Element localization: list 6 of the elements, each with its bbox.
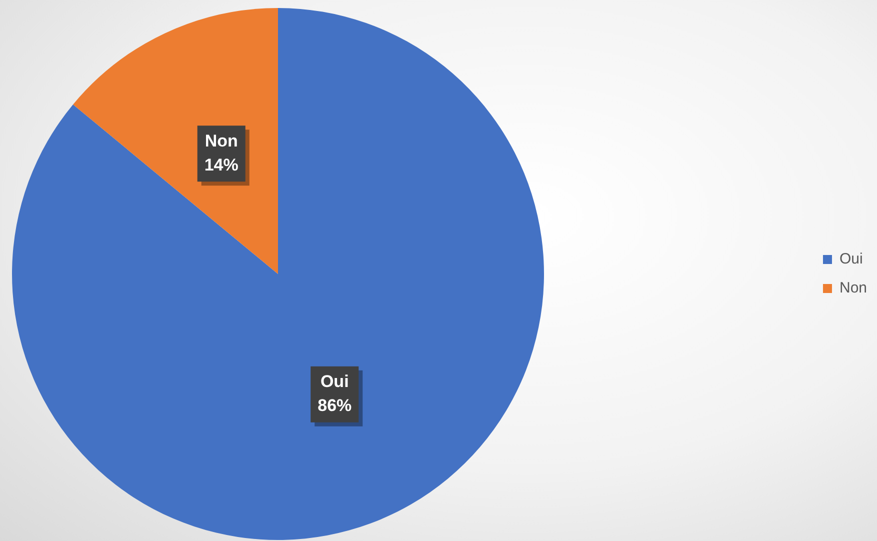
- data-label: 86%: [318, 396, 352, 416]
- legend-label: Oui: [839, 250, 863, 268]
- slice-label: Oui: [320, 372, 349, 392]
- slice-label: Non: [204, 131, 238, 150]
- legend-label: Non: [839, 280, 868, 297]
- data-label: 14%: [204, 155, 238, 174]
